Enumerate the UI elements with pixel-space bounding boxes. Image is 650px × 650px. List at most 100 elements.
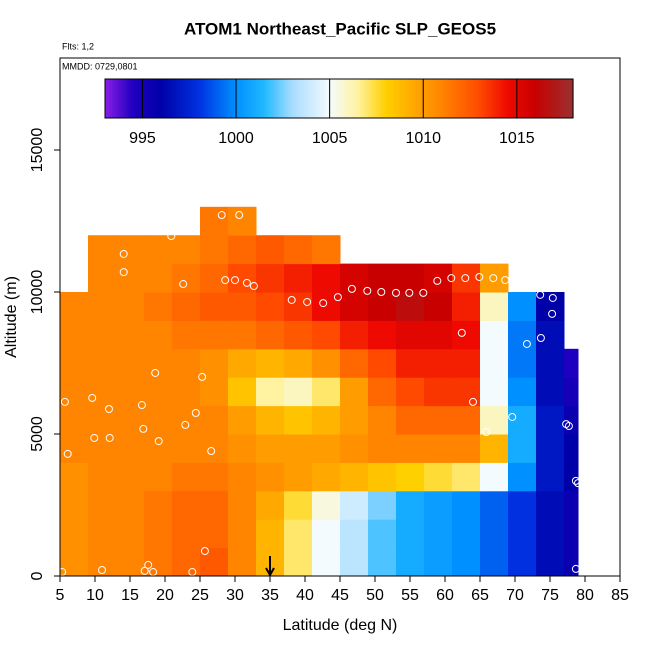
colorbar-swatch xyxy=(437,79,441,118)
heat-cell xyxy=(284,320,313,350)
colorbar-tick-label: 995 xyxy=(129,130,156,147)
heat-cell xyxy=(536,547,565,577)
heat-cell xyxy=(60,348,89,378)
colorbar-swatch xyxy=(268,79,272,118)
heat-cell xyxy=(368,320,397,350)
heat-cell xyxy=(144,292,173,321)
heat-cell xyxy=(480,320,509,350)
colorbar-swatch xyxy=(336,79,340,118)
heat-cell xyxy=(256,235,285,265)
colorbar-swatch xyxy=(547,79,551,118)
colorbar-swatch xyxy=(320,79,324,118)
heat-cell xyxy=(256,377,285,407)
colorbar-swatch xyxy=(158,79,162,118)
heat-cell xyxy=(116,348,145,378)
heat-cell xyxy=(536,519,565,549)
heat-cell xyxy=(312,377,341,407)
colorbar-swatch xyxy=(565,79,569,118)
heat-cell xyxy=(144,320,173,350)
colorbar-swatch xyxy=(203,79,207,118)
colorbar-swatch xyxy=(292,79,296,118)
heat-cell xyxy=(424,490,453,520)
heat-cell xyxy=(564,377,579,407)
colorbar-swatch xyxy=(558,79,562,118)
colorbar-tick-label: 1010 xyxy=(405,130,441,147)
heat-cell xyxy=(368,547,397,577)
colorbar-swatch xyxy=(123,79,127,118)
heat-cell xyxy=(452,320,481,350)
heat-cell xyxy=(396,348,425,378)
heat-cell xyxy=(256,292,285,321)
colorbar-swatch xyxy=(460,79,464,118)
flight-point xyxy=(405,288,414,297)
x-tick-label: 75 xyxy=(541,587,559,604)
heat-cell xyxy=(60,519,89,549)
heat-cell xyxy=(424,292,453,321)
colorbar-swatch xyxy=(229,79,232,118)
colorbar-swatch xyxy=(423,79,427,118)
heat-cell xyxy=(536,434,565,463)
colorbar-swatch xyxy=(261,79,265,118)
colorbar-swatch xyxy=(240,79,244,118)
heat-cell xyxy=(144,462,173,492)
colorbar-swatch xyxy=(404,79,408,118)
colorbar-swatch xyxy=(308,79,312,118)
colorbar-swatch xyxy=(105,79,108,118)
colorbar-swatch xyxy=(374,79,378,118)
colorbar-swatch xyxy=(130,79,134,118)
colorbar-swatch xyxy=(371,79,375,118)
colorbar-swatch xyxy=(474,79,478,118)
heat-cell xyxy=(536,377,565,407)
colorbar-swatch xyxy=(133,79,137,118)
colorbar-swatch xyxy=(301,79,305,118)
colorbar-swatch xyxy=(551,79,555,118)
colorbar-swatch xyxy=(507,79,511,118)
flight-point xyxy=(511,278,519,287)
colorbar-swatch xyxy=(458,79,462,118)
colorbar-swatch xyxy=(381,79,385,118)
heat-cell xyxy=(508,434,537,463)
flight-point xyxy=(475,272,484,281)
heat-cell xyxy=(396,377,425,407)
colorbar-swatch xyxy=(495,79,499,118)
colorbar-swatch xyxy=(327,79,331,118)
heat-cell xyxy=(200,263,229,293)
heat-cell xyxy=(368,462,397,492)
flight-point xyxy=(63,449,72,458)
heat-cell xyxy=(312,462,341,492)
heat-cell xyxy=(88,462,117,492)
colorbar-swatch xyxy=(463,79,466,118)
colorbar-swatch xyxy=(322,79,326,118)
colorbar-swatch xyxy=(184,79,188,118)
heat-cell xyxy=(536,490,565,520)
colorbar-swatch xyxy=(346,79,349,118)
heat-cell xyxy=(424,462,453,492)
heat-cell xyxy=(144,519,173,549)
colorbar-swatch xyxy=(467,79,471,118)
colorbar-swatch xyxy=(329,79,333,118)
heat-cell xyxy=(256,320,285,350)
colorbar-swatch xyxy=(222,79,225,118)
heat-cell xyxy=(200,348,229,378)
heat-cell xyxy=(396,462,425,492)
flight-point xyxy=(191,408,200,417)
heat-cell xyxy=(284,519,313,549)
colorbar-swatch xyxy=(355,79,359,118)
colorbar-swatch xyxy=(317,79,321,118)
colorbar-swatch xyxy=(331,79,335,118)
colorbar-swatch xyxy=(245,79,249,118)
heat-cell xyxy=(536,292,565,321)
y-axis-label: Altitude (m) xyxy=(3,276,20,358)
heat-cell xyxy=(340,462,369,492)
heat-cell xyxy=(256,434,285,463)
y-tick-label: 10000 xyxy=(29,270,46,315)
colorbar-swatch xyxy=(310,79,314,118)
heat-cell xyxy=(452,490,481,520)
heat-cell xyxy=(340,547,369,577)
flight-point xyxy=(151,368,160,377)
heat-cell xyxy=(228,206,257,236)
colorbar-swatch xyxy=(179,79,183,118)
heat-cell xyxy=(368,405,397,435)
colorbar-swatch xyxy=(299,79,303,118)
